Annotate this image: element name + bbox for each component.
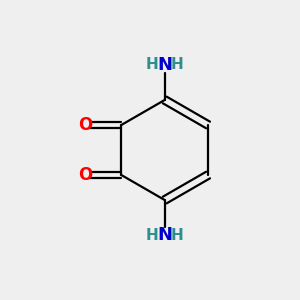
Text: H: H <box>146 57 159 72</box>
Text: H: H <box>171 57 184 72</box>
Text: O: O <box>78 116 92 134</box>
Text: N: N <box>157 56 172 74</box>
Text: H: H <box>146 228 159 243</box>
Text: O: O <box>78 166 92 184</box>
Text: N: N <box>157 226 172 244</box>
Text: H: H <box>171 228 184 243</box>
